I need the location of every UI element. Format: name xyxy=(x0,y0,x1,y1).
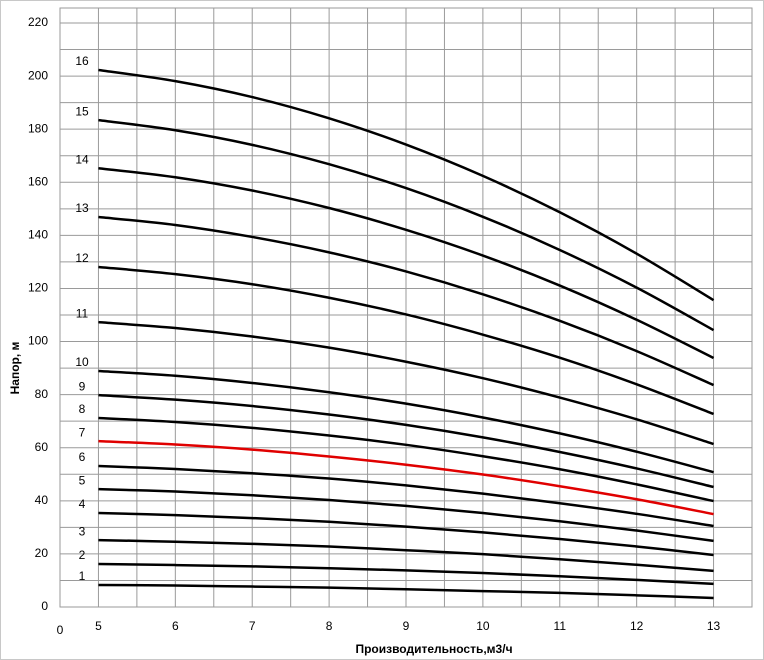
series-line xyxy=(98,166,715,360)
y-tick-label: 180 xyxy=(28,121,48,135)
x-tick-label: 13 xyxy=(707,619,721,633)
origin-label: 0 xyxy=(57,623,64,637)
series-label: 7 xyxy=(79,425,86,439)
series-label: 11 xyxy=(76,306,89,320)
series-line xyxy=(98,439,714,516)
series-line xyxy=(98,583,714,600)
y-tick-label: 100 xyxy=(28,334,48,348)
x-tick-label: 6 xyxy=(172,619,179,633)
series-label: 3 xyxy=(79,524,86,538)
series-label: 2 xyxy=(79,548,86,562)
x-tick-label: 7 xyxy=(249,619,256,633)
series-line xyxy=(98,369,714,474)
x-tick-label: 5 xyxy=(95,619,102,633)
series-line xyxy=(98,538,714,573)
series-label: 9 xyxy=(79,379,86,393)
series-label: 6 xyxy=(79,450,86,464)
y-tick-label: 160 xyxy=(28,174,48,188)
series-line xyxy=(98,68,715,302)
x-axis-title: Производительность,м3/ч xyxy=(355,642,512,656)
series-label: 16 xyxy=(75,54,89,68)
x-tick-label: 11 xyxy=(554,619,567,633)
series-line xyxy=(98,320,714,446)
series-line xyxy=(98,393,714,489)
series-label: 15 xyxy=(75,104,89,118)
y-tick-label: 20 xyxy=(35,546,49,560)
x-tick-label: 10 xyxy=(476,619,490,633)
series-line xyxy=(98,118,715,332)
y-tick-label: 0 xyxy=(41,599,48,613)
series-label: 1 xyxy=(79,569,86,583)
series-label: 12 xyxy=(75,251,89,265)
y-tick-label: 120 xyxy=(28,281,48,295)
series-label: 5 xyxy=(79,473,86,487)
y-tick-label: 220 xyxy=(28,15,48,29)
series-label: 8 xyxy=(79,402,86,416)
y-axis-title: Напор, м xyxy=(8,341,22,394)
series-label: 4 xyxy=(79,497,86,511)
series-line xyxy=(98,487,714,543)
y-tick-label: 200 xyxy=(28,68,48,82)
series-label: 13 xyxy=(75,201,89,215)
series-line xyxy=(98,464,714,528)
series-line xyxy=(98,215,715,387)
x-tick-label: 8 xyxy=(326,619,333,633)
y-tick-label: 40 xyxy=(35,493,49,507)
series-label: 14 xyxy=(75,152,89,166)
series-line xyxy=(98,265,715,416)
y-tick-label: 80 xyxy=(35,387,49,401)
series-label: 10 xyxy=(75,355,89,369)
series-line xyxy=(98,511,714,557)
series-line xyxy=(98,416,714,503)
x-tick-label: 9 xyxy=(403,619,410,633)
y-tick-label: 60 xyxy=(35,440,49,454)
y-tick-label: 140 xyxy=(28,228,48,242)
series-line xyxy=(98,562,714,586)
x-tick-label: 12 xyxy=(630,619,644,633)
